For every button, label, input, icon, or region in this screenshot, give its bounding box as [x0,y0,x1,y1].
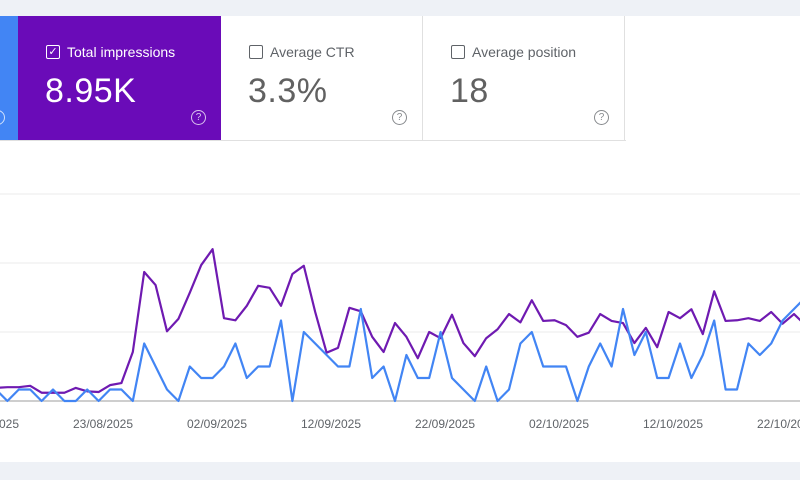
x-tick-label: 23/08/2025 [73,417,133,431]
x-tick-label: 22/10/2025 [757,417,800,431]
x-tick-label: 02/09/2025 [187,417,247,431]
metric-value: 3.3% [248,72,328,110]
checkbox-checked-icon[interactable]: ✓ [46,45,60,59]
help-icon[interactable]: ? [594,110,609,125]
total-impressions-card[interactable]: ✓ Total impressions 8.95K ? [18,16,221,140]
performance-chart: 13/08/2025 23/08/2025 02/09/2025 12/09/2025… [0,193,800,431]
x-tick-label: 22/09/2025 [415,417,475,431]
average-ctr-card[interactable]: Average CTR 3.3% ? [221,16,423,140]
x-tick-label: 12/09/2025 [301,417,361,431]
x-tick-label: 02/10/2025 [529,417,589,431]
metric-cards: ? ✓ Total impressions 8.95K ? Average CTR… [0,16,626,141]
checkbox-icon[interactable] [249,45,263,59]
x-tick-label: 13/08/2025 [0,417,19,431]
metric-value: 8.95K [45,72,137,110]
impressions-line [0,248,800,394]
help-icon[interactable]: ? [392,110,407,125]
x-tick-label: 12/10/2025 [643,417,703,431]
metric-value: 18 [450,72,489,110]
metric-label: Total impressions [67,44,176,60]
metric-label: Average position [472,44,577,60]
checkbox-icon[interactable] [451,45,465,59]
page-background-bottom [0,462,800,480]
clicks-line [0,301,800,403]
average-position-card[interactable]: Average position 18 ? [423,16,625,140]
total-clicks-card[interactable]: ? [0,16,18,140]
metric-label: Average CTR [270,44,355,60]
page-background [0,0,800,16]
help-icon[interactable]: ? [191,110,206,125]
